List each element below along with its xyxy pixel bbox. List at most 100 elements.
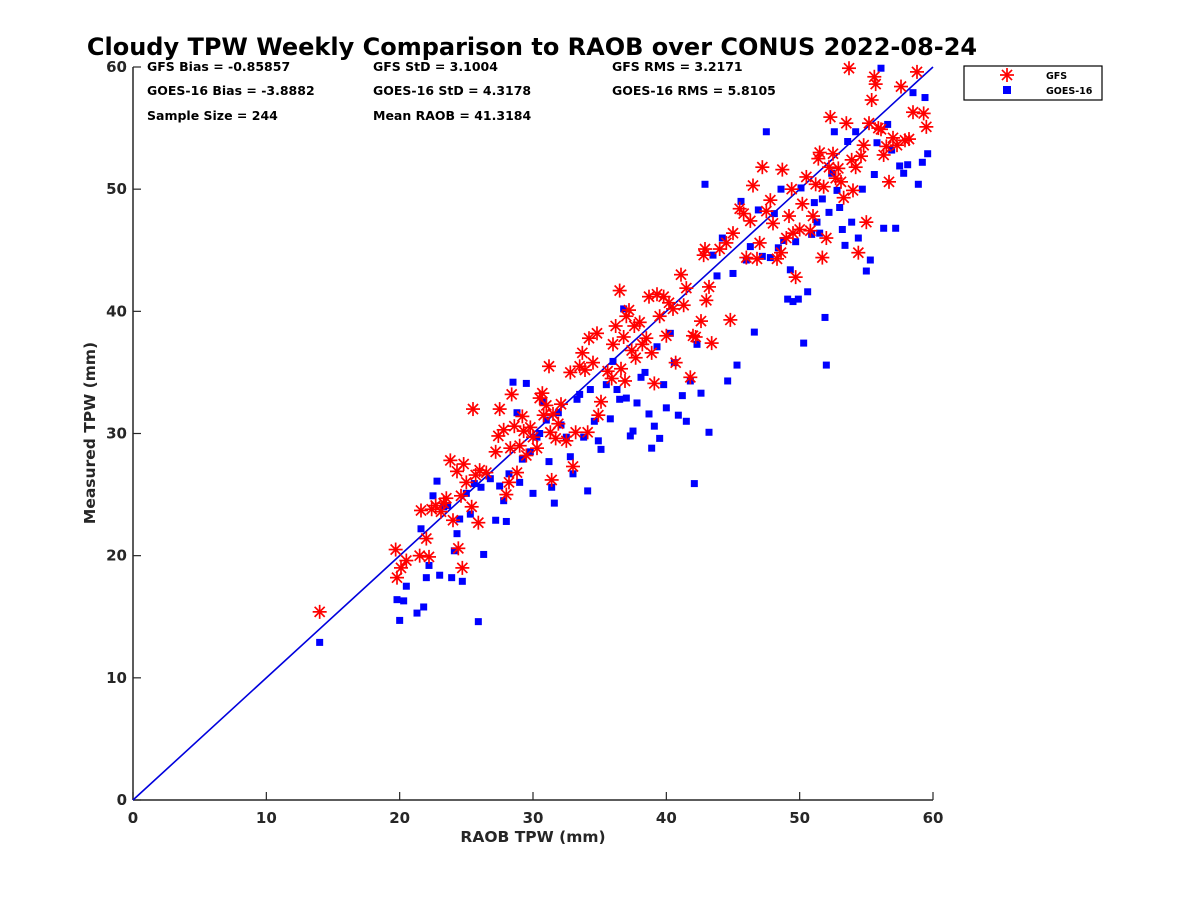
gfs-point (815, 250, 830, 265)
goes16-point (862, 267, 870, 275)
goes16-point (477, 483, 485, 491)
gfs-point (726, 226, 740, 241)
gfs-point (586, 355, 600, 370)
gfs-point (446, 513, 460, 528)
gfs-point (580, 425, 595, 440)
gfs-point (539, 398, 554, 413)
gfs-point (652, 309, 667, 324)
goes16-point (548, 483, 556, 491)
goes16-point (641, 368, 649, 376)
goes16-point (429, 492, 437, 500)
gfs-point (526, 430, 540, 445)
goes16-point (821, 313, 829, 321)
goes16-point (584, 487, 592, 495)
goes16-point (794, 295, 802, 303)
gfs-point (919, 119, 934, 134)
goes16-point (470, 480, 478, 488)
gfs-point (606, 337, 620, 352)
legend-goes16-label: GOES-16 (1046, 86, 1093, 97)
gfs-point (846, 183, 860, 198)
goes16-point (854, 234, 862, 242)
gfs-point (644, 345, 659, 360)
gfs-point (624, 343, 639, 358)
gfs-point (563, 365, 578, 380)
goes16-point (844, 138, 852, 146)
goes16-point (724, 377, 732, 385)
goes16-point (784, 295, 792, 303)
goes16-point (492, 516, 500, 524)
stat-goes16-rms: GOES-16 RMS = 5.8105 (612, 83, 776, 98)
y-tick-label: 10 (106, 669, 127, 687)
gfs-point (499, 487, 514, 502)
goes16-point (569, 470, 577, 478)
goes16-point (888, 146, 896, 154)
gfs-point (874, 122, 888, 137)
goes16-point (797, 184, 805, 192)
y-tick-label: 40 (106, 302, 127, 320)
gfs-point (752, 235, 767, 250)
gfs-point (666, 301, 680, 316)
gfs-point (515, 409, 530, 424)
gfs-point (755, 160, 770, 175)
y-tick-label: 0 (117, 791, 127, 809)
gfs-point (566, 459, 580, 474)
gfs-point (434, 504, 448, 519)
goes16-point (750, 328, 758, 336)
series-gfs (312, 61, 934, 619)
goes16-point (792, 238, 800, 246)
gfs-point (616, 329, 631, 344)
gfs-point (702, 279, 716, 294)
gfs-point (614, 361, 628, 376)
goes16-point (884, 120, 892, 128)
gfs-point (608, 318, 623, 333)
gfs-point (782, 209, 796, 224)
gfs-point (763, 193, 778, 208)
goes16-point (830, 128, 838, 136)
gfs-point (759, 204, 774, 219)
gfs-point (312, 604, 327, 619)
gfs-point (784, 182, 799, 197)
goes16-point (448, 574, 456, 582)
legend: GFS GOES-16 (963, 65, 1103, 101)
gfs-point (551, 416, 566, 431)
gfs-point (766, 216, 780, 231)
gfs-point (864, 92, 879, 107)
goes16-point (836, 203, 844, 211)
goes16-point (682, 417, 690, 425)
gfs-point (659, 328, 674, 343)
gfs-point (632, 315, 647, 330)
goes16-point (786, 266, 794, 274)
gfs-point (750, 251, 764, 266)
gfs-point (719, 235, 734, 250)
ticks: 0 10 20 30 40 50 60 0 10 20 30 40 50 60 (106, 58, 943, 827)
gfs-point (419, 531, 434, 546)
gfs-point (704, 336, 719, 351)
x-tick-label: 40 (656, 809, 677, 827)
gfs-point (848, 160, 863, 175)
gfs-point (851, 245, 866, 260)
goes16-point (804, 288, 812, 296)
x-tick-label: 60 (923, 809, 944, 827)
goes16-point (777, 185, 785, 193)
gfs-point (544, 472, 559, 487)
gfs-point (568, 425, 583, 440)
gfs-point (451, 541, 466, 556)
legend-gfs-asterisk (1000, 68, 1014, 82)
stat-gfs-bias: GFS Bias = -0.85857 (147, 59, 290, 74)
gfs-point (854, 149, 868, 164)
goes16-point (529, 489, 537, 497)
goes16-point (873, 139, 881, 147)
goes16-point (709, 251, 717, 259)
x-axis-label: RAOB TPW (mm) (460, 828, 605, 846)
gfs-point (812, 145, 827, 160)
goes16-point (557, 421, 565, 429)
gfs-point (739, 250, 754, 265)
goes16-point (822, 361, 830, 369)
goes16-point (892, 224, 900, 232)
gfs-point (699, 293, 714, 308)
goes16-point (637, 373, 645, 381)
goes16-point (444, 502, 452, 510)
goes16-point (648, 444, 656, 452)
gfs-point (723, 312, 738, 327)
goes16-point (602, 381, 610, 389)
